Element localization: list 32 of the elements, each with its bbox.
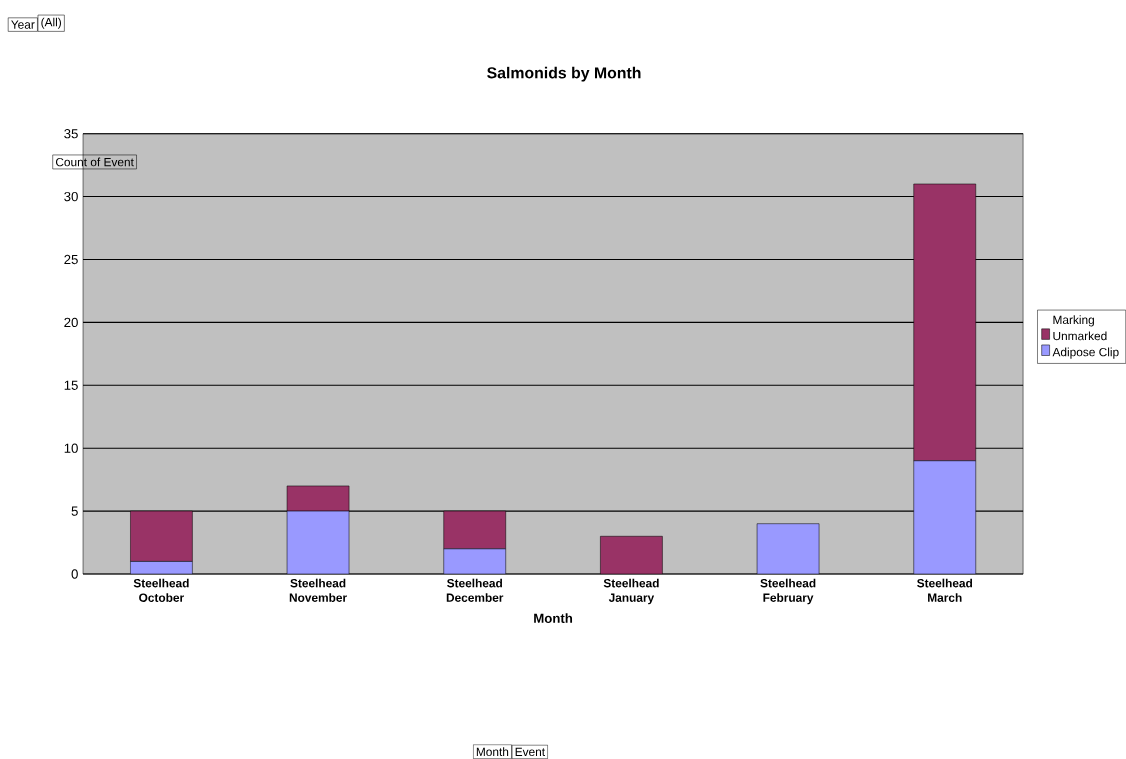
x-tick-label: Steelhead February <box>760 578 816 605</box>
text: Month <box>476 747 509 757</box>
legend-title: Marking <box>1053 315 1094 327</box>
legend-label: Adipose Clip <box>1052 347 1119 359</box>
y-tick-label: 10 <box>64 443 78 453</box>
y-tick-label: 20 <box>64 317 78 328</box>
x-tick-label: Steelhead January <box>603 578 659 605</box>
y-tick-label: 0 <box>71 569 78 579</box>
y-tick-label: 30 <box>64 191 78 202</box>
y-tick-label: 5 <box>71 506 78 516</box>
bar <box>756 523 820 575</box>
text: (All) <box>41 17 61 29</box>
x-tick-label: Steelhead December <box>446 578 504 602</box>
chart-title: Salmonids by Month <box>487 66 641 82</box>
bar <box>443 548 506 575</box>
y-tick-label: 35 <box>64 129 78 139</box>
x-tick-label: Steelhead November <box>289 578 347 602</box>
x-tick-label: Steelhead October <box>133 578 189 602</box>
bar <box>913 460 977 575</box>
text: Year <box>11 20 35 29</box>
x-tick-label: Steelhead March <box>917 578 973 602</box>
bar <box>600 536 663 575</box>
x-axis-title: Month <box>534 613 573 624</box>
bar <box>443 510 506 550</box>
bar <box>286 510 350 575</box>
y-axis-title: Count of Event <box>55 157 134 167</box>
y-tick-label: 25 <box>64 254 78 265</box>
bar <box>130 510 193 562</box>
bar <box>913 183 977 462</box>
y-tick-label: 15 <box>64 380 78 390</box>
legend-label: Unmarked <box>1053 331 1107 341</box>
text: Event <box>515 747 545 757</box>
